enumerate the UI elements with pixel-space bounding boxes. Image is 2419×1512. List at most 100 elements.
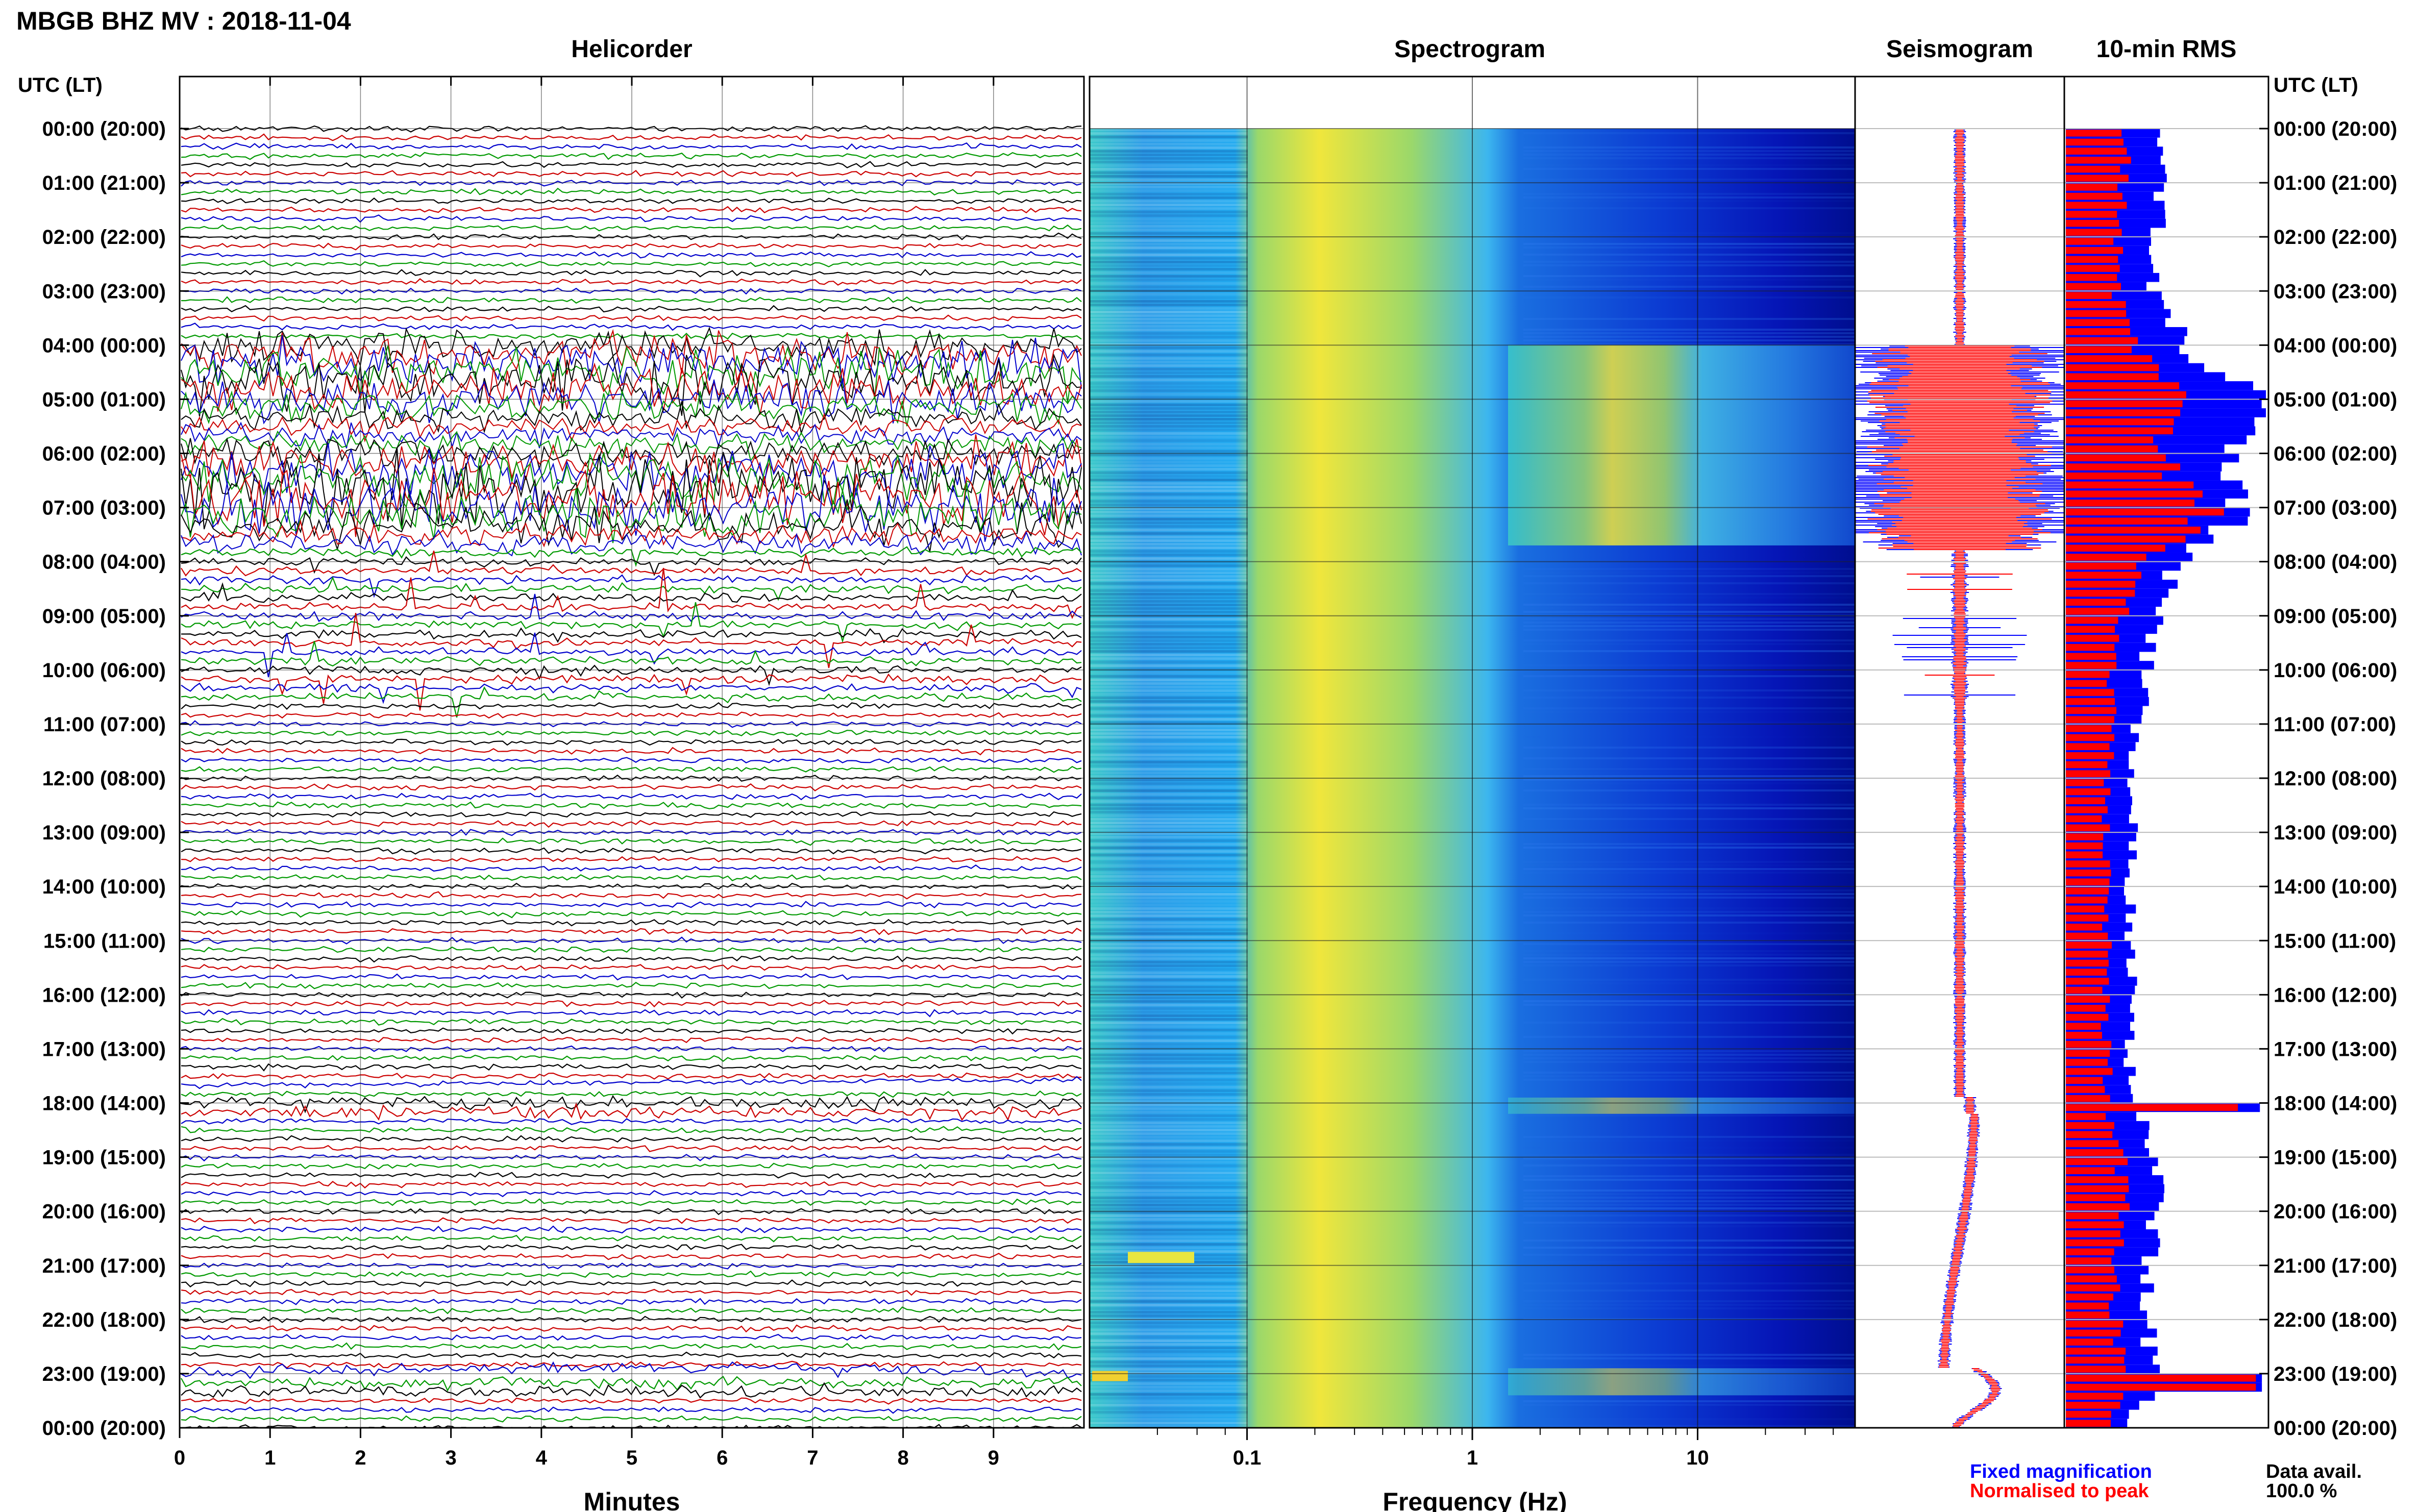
rms-bar-normalised (2066, 463, 2181, 470)
time-tick-label-right: 16:00 (12:00) (2274, 984, 2397, 1006)
spectrogram-streak (1090, 1386, 1248, 1389)
spectrogram-streak (1090, 182, 1248, 185)
spectrogram-streak (1090, 225, 1248, 228)
helicorder-trace (181, 345, 1082, 404)
spectrogram-streak (1090, 1357, 1248, 1360)
helicorder-trace (181, 673, 1082, 711)
spectrogram-streak (1090, 200, 1248, 203)
rms-bar-normalised (2066, 1366, 2126, 1373)
helicorder-trace (181, 847, 1082, 855)
spectrogram-streak (1090, 1311, 1248, 1313)
helicorder-trace (181, 323, 1082, 331)
time-tick-label-left: 13:00 (09:00) (42, 822, 166, 844)
spectrogram-streak (1090, 1122, 1248, 1124)
spectrogram-streak (1090, 979, 1248, 981)
spectrogram-streak (1090, 1179, 1248, 1181)
spectrogram-streak (1090, 346, 1248, 349)
helicorder-trace (181, 1207, 1082, 1216)
rms-bar-normalised (2066, 1131, 2113, 1138)
time-tick-label-left: 10:00 (06:00) (42, 659, 166, 682)
spectrogram-streak (1090, 879, 1248, 881)
time-tick-label-left: 17:00 (13:00) (42, 1038, 166, 1060)
spectrogram-streak (1090, 482, 1248, 485)
rms-bar-normalised (2066, 1329, 2121, 1337)
spectrogram-streak (1523, 339, 1855, 341)
spectrogram-streak (1090, 193, 1248, 195)
helicorder-trace (181, 856, 1082, 863)
spectrogram-streak (1090, 1336, 1248, 1339)
spectrogram-streak (1523, 625, 1855, 627)
spectrogram-streak (1090, 868, 1248, 871)
spectrogram-streak (1523, 768, 1855, 770)
spectrogram-streak (1090, 618, 1248, 621)
spectrogram-streak (1090, 164, 1248, 167)
spectrogram-streak (1090, 354, 1248, 356)
helicorder-trace (181, 412, 1082, 443)
spectrogram-streak (1090, 375, 1248, 378)
spectrogram-streak (1523, 332, 1855, 334)
helicorder-trace (181, 556, 1082, 577)
rms-bar-normalised (2066, 770, 2111, 777)
spectrogram-streak (1523, 286, 1855, 288)
spectrogram-streak (1090, 1332, 1248, 1335)
spectrogram-streak (1090, 1125, 1248, 1128)
spectrogram-streak (1523, 1240, 1855, 1242)
spectrogram-streak (1090, 1382, 1248, 1385)
helicorder-trace (181, 783, 1082, 791)
spectrogram-streak (1090, 1118, 1248, 1121)
spectrogram-streak (1523, 804, 1855, 806)
spectrogram-streak (1090, 1229, 1248, 1231)
data-availability-value: 100.0 % (2266, 1480, 2337, 1502)
spectrogram-streak (1090, 907, 1248, 910)
helicorder-trace (181, 224, 1082, 232)
spectrogram-streak (1090, 793, 1248, 796)
time-tick-label-left: 12:00 (08:00) (42, 767, 166, 790)
spectrogram-streak (1090, 371, 1248, 374)
spectrogram-streak (1523, 329, 1855, 331)
spectrogram-streak (1090, 1050, 1248, 1053)
helicorder-trace (181, 296, 1082, 304)
spectrogram-streak (1090, 311, 1248, 313)
spectrogram-low-freq-patch (1128, 1252, 1194, 1263)
rms-bar-normalised (2066, 130, 2122, 137)
spectrogram-streak (1090, 146, 1248, 149)
spectrogram-streak (1090, 547, 1248, 549)
spectrogram-streak (1090, 1400, 1248, 1403)
rms-bar-normalised (2066, 1167, 2115, 1174)
spectrogram-streak (1090, 593, 1248, 596)
rms-bar-normalised (2066, 1095, 2110, 1102)
rms-bar-normalised (2066, 328, 2131, 335)
spectrogram-streak (1523, 932, 1855, 934)
spectrogram-streak (1090, 1100, 1248, 1103)
rms-bar-normalised (2066, 391, 2186, 399)
panel-title-spectrogram: Spectrogram (1394, 36, 1545, 63)
spectrogram-streak (1090, 675, 1248, 678)
spectrogram-streak (1090, 968, 1248, 971)
helicorder-trace (181, 430, 1082, 462)
rms-bar-normalised (2066, 499, 2195, 507)
spectrogram-streak (1090, 286, 1248, 288)
helicorder-trace (181, 529, 1082, 557)
spectrogram-streak (1090, 579, 1248, 581)
rms-bar-normalised (2066, 581, 2136, 588)
spectrogram-streak (1090, 336, 1248, 338)
time-axis-label-left: UTC (LT) (18, 74, 103, 96)
rms-bar-normalised (2066, 256, 2118, 263)
spectrogram-streak (1090, 557, 1248, 560)
time-tick-label-right: 00:00 (20:00) (2274, 1417, 2397, 1440)
helicorder-trace (181, 1145, 1082, 1152)
spectrogram-streak (1090, 386, 1248, 388)
spectrogram-streak (1090, 1211, 1248, 1213)
rms-bar-normalised (2066, 175, 2129, 182)
spectrogram-streak (1523, 1197, 1855, 1199)
spectrogram-streak (1090, 489, 1248, 492)
spectrogram-streak (1523, 1175, 1855, 1177)
spectrogram-streak (1090, 150, 1248, 153)
spectrogram-streak (1090, 1214, 1248, 1217)
spectrogram-streak (1090, 914, 1248, 917)
spectrogram-streak (1523, 782, 1855, 784)
spectrogram-streak (1090, 161, 1248, 163)
spectrogram-streak (1090, 1000, 1248, 1003)
minute-tick-label: 9 (988, 1447, 999, 1469)
helicorder-trace (181, 314, 1082, 323)
